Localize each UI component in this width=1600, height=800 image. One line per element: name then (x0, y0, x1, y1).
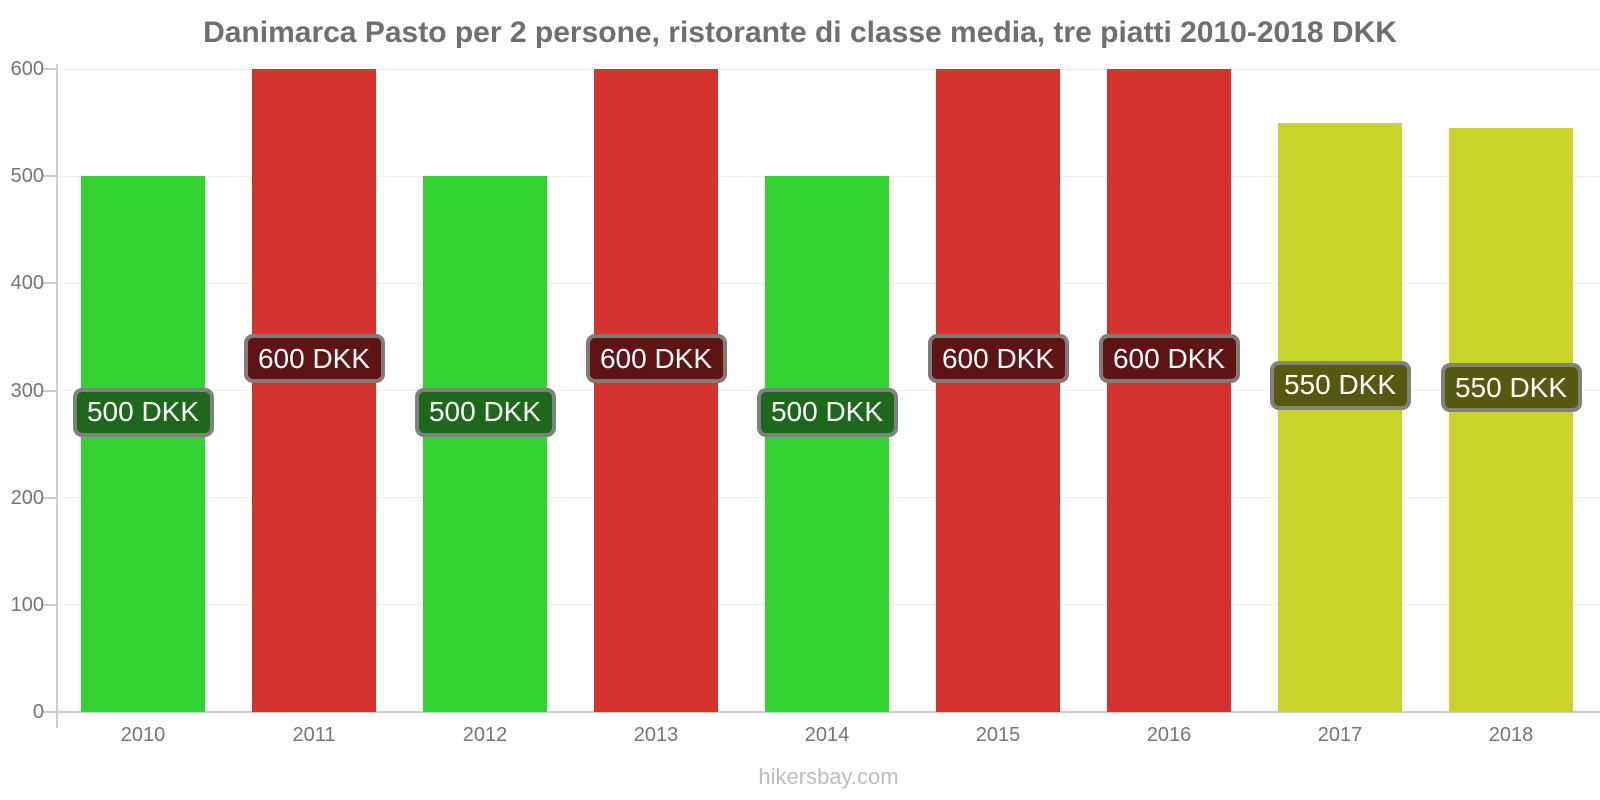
x-label-2012: 2012 (462, 724, 508, 746)
bar-value-label-2013: 600 DKK (585, 334, 727, 383)
y-tick-label-500: 500 (10, 165, 44, 188)
x-label-2017: 2017 (1317, 724, 1363, 746)
x-axis-line (56, 711, 1600, 713)
y-axis-line (56, 64, 58, 728)
bar-value-label-2016: 600 DKK (1098, 334, 1240, 383)
y-tick-100 (42, 603, 57, 606)
bar-value-label-2018: 550 DKK (1440, 363, 1582, 413)
y-tick-300 (42, 389, 57, 392)
bar-value-label-2015: 600 DKK (927, 334, 1069, 383)
bar-2012[interactable] (423, 176, 547, 712)
x-label-2014: 2014 (804, 724, 850, 746)
y-tick-label-400: 400 (10, 272, 44, 295)
bar-value-label-2014: 500 DKK (756, 387, 898, 437)
y-tick-label-200: 200 (10, 486, 44, 509)
bar-2016[interactable] (1107, 69, 1231, 712)
y-tick-600 (42, 68, 57, 70)
chart-title: Danimarca Pasto per 2 persone, ristorant… (203, 16, 1397, 49)
x-label-2015: 2015 (975, 724, 1021, 746)
bar-2011[interactable] (252, 69, 376, 712)
x-label-2016: 2016 (1146, 724, 1192, 746)
bar-2013[interactable] (594, 69, 718, 712)
bar-value-label-2010: 500 DKK (72, 387, 214, 437)
x-label-2010: 2010 (120, 724, 166, 746)
bar-2014[interactable] (765, 176, 889, 712)
bar-value-label-2011: 600 DKK (243, 334, 385, 383)
gridline-600 (57, 68, 1600, 70)
y-tick-label-600: 600 (10, 58, 44, 80)
x-label-2013: 2013 (633, 724, 679, 746)
y-tick-label-0: 0 (32, 701, 44, 723)
y-tick-200 (42, 496, 57, 499)
bar-2010[interactable] (81, 176, 205, 712)
bar-2015[interactable] (936, 69, 1060, 712)
watermark-text: hikersbay.com (758, 764, 899, 789)
y-tick-400 (42, 282, 57, 285)
bar-2018[interactable] (1449, 127, 1573, 712)
x-label-2011: 2011 (292, 724, 336, 746)
y-tick-0 (42, 711, 57, 713)
y-tick-500 (42, 175, 57, 178)
bar-value-label-2017: 550 DKK (1269, 360, 1411, 410)
y-tick-label-300: 300 (10, 379, 44, 402)
x-label-2018: 2018 (1488, 724, 1534, 746)
bar-value-label-2012: 500 DKK (414, 387, 556, 437)
bar-2017[interactable] (1278, 122, 1402, 712)
y-tick-label-100: 100 (10, 593, 44, 616)
